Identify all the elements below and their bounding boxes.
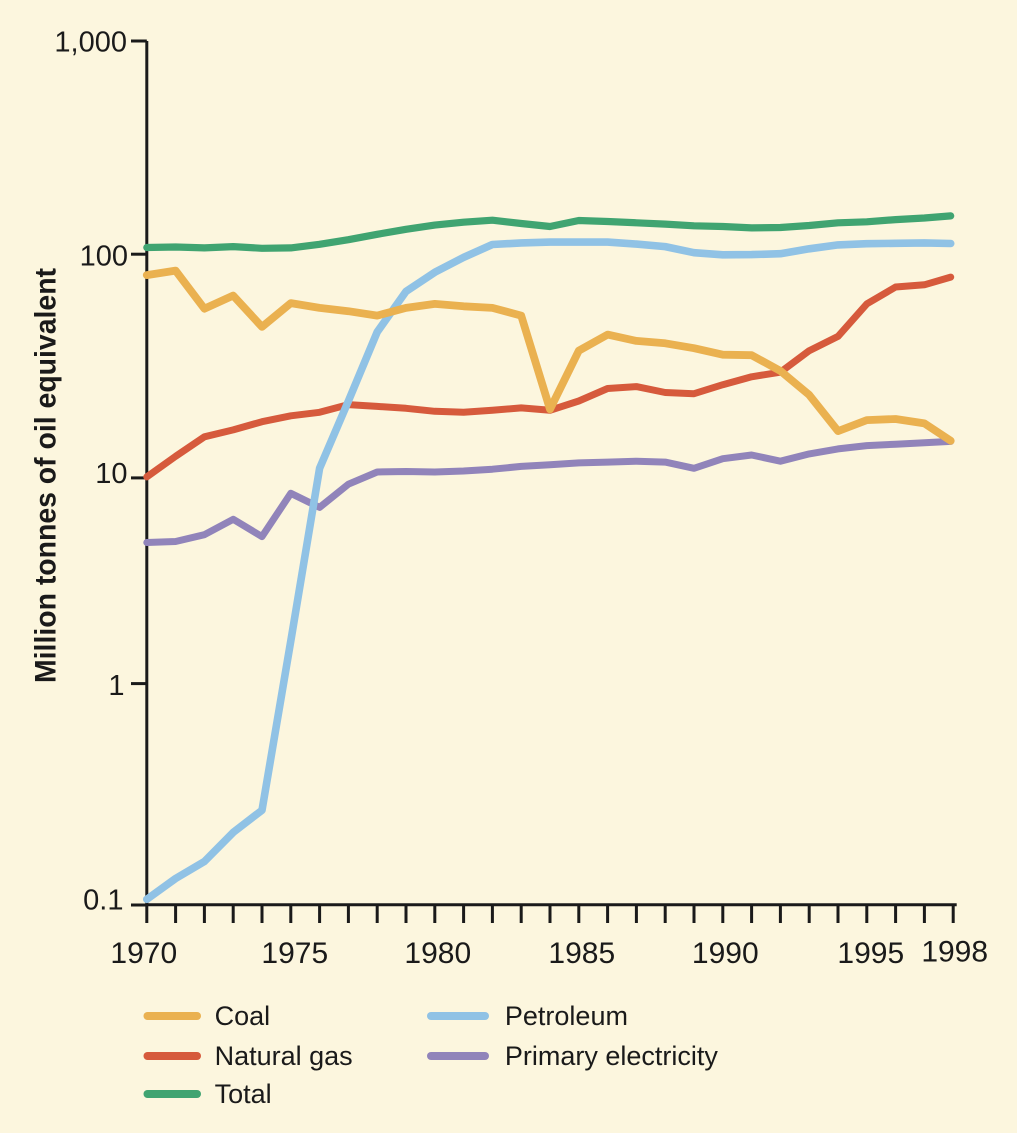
svg-text:1980: 1980 [404, 937, 471, 970]
svg-text:1998: 1998 [921, 936, 988, 969]
svg-text:Natural gas: Natural gas [215, 1041, 353, 1071]
svg-text:Primary electricity: Primary electricity [505, 1041, 719, 1071]
svg-text:1: 1 [108, 670, 124, 702]
svg-text:0.1: 0.1 [83, 884, 123, 916]
svg-text:1,000: 1,000 [54, 26, 127, 58]
svg-text:Total: Total [215, 1079, 272, 1109]
svg-text:1975: 1975 [261, 937, 328, 970]
svg-text:Coal: Coal [215, 1001, 271, 1031]
svg-text:1970: 1970 [110, 937, 177, 970]
svg-text:1990: 1990 [692, 937, 759, 970]
svg-text:1985: 1985 [548, 937, 615, 970]
svg-text:Million tonnes of oil equivale: Million tonnes of oil equivalent [30, 268, 63, 683]
svg-text:100: 100 [80, 241, 128, 273]
svg-text:Petroleum: Petroleum [505, 1001, 628, 1031]
svg-text:10: 10 [95, 458, 127, 490]
svg-text:1995: 1995 [837, 937, 904, 970]
